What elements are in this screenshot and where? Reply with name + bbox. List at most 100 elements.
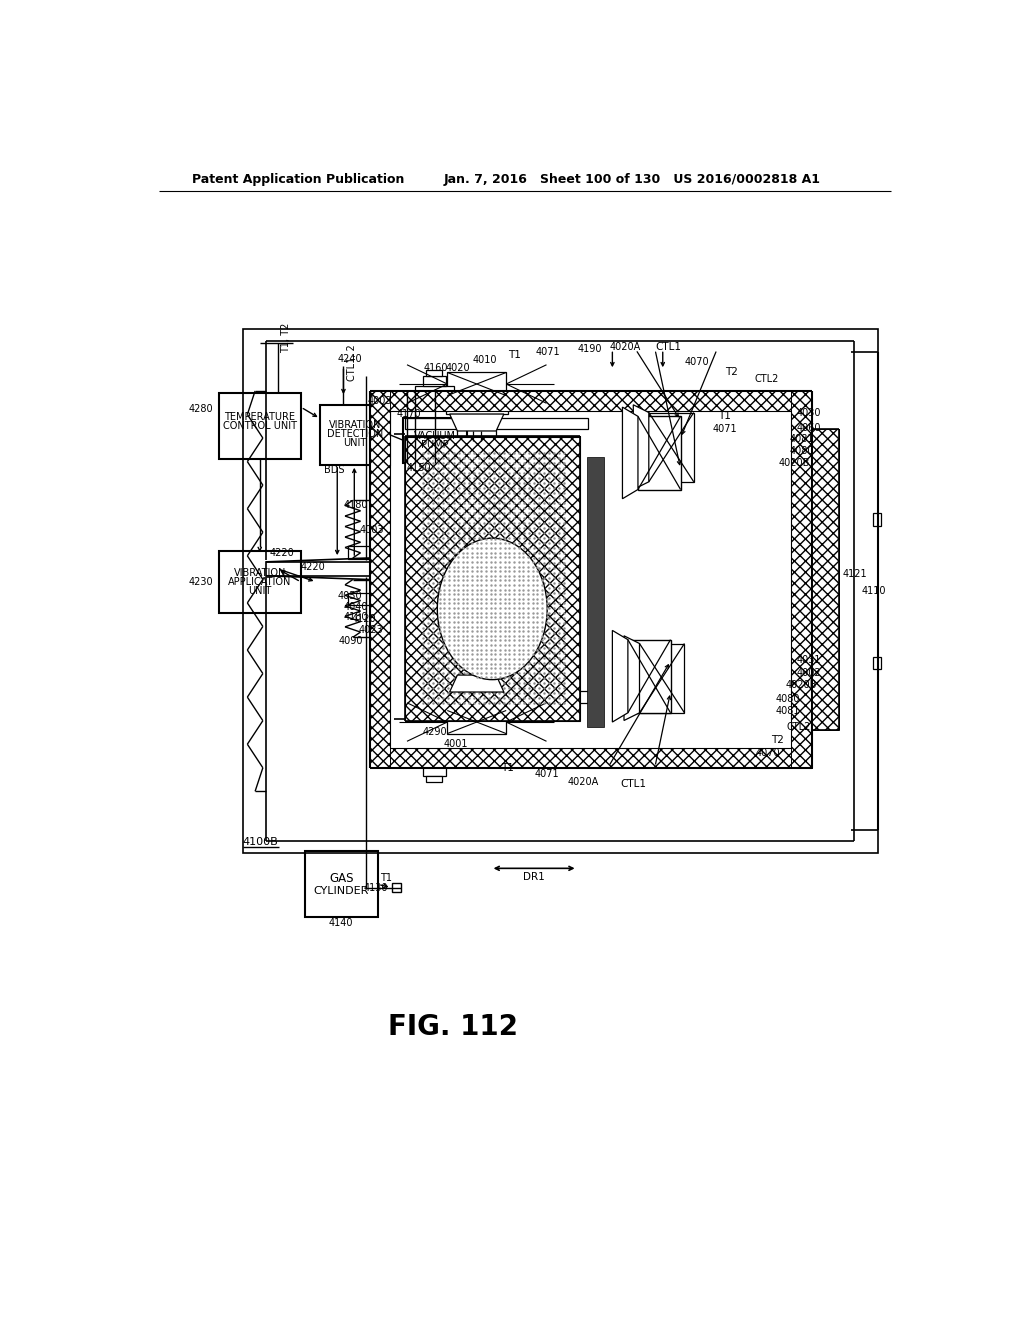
Text: 4190: 4190 (578, 345, 602, 354)
Text: 4020A: 4020A (567, 777, 599, 787)
Text: GAS: GAS (329, 871, 353, 884)
Polygon shape (624, 636, 640, 721)
Text: VIBRATION: VIBRATION (329, 420, 381, 430)
Text: T1: T1 (508, 350, 520, 360)
Text: UNIT: UNIT (248, 586, 271, 597)
Polygon shape (612, 631, 628, 722)
Text: T1: T1 (718, 412, 731, 421)
Polygon shape (587, 457, 604, 726)
Text: 4030: 4030 (797, 408, 821, 417)
Text: DETECTION: DETECTION (327, 429, 383, 440)
Bar (423, 376, 445, 385)
Text: FIG. 112: FIG. 112 (388, 1012, 518, 1041)
Text: T1, T2: T1, T2 (281, 322, 291, 352)
Text: 4150: 4150 (407, 463, 432, 473)
Bar (348, 546, 370, 558)
Text: 4060: 4060 (797, 422, 821, 433)
Text: 4110: 4110 (862, 586, 887, 597)
Bar (458, 429, 496, 441)
Text: CTL1: CTL1 (621, 779, 646, 789)
Text: DR1: DR1 (523, 871, 545, 882)
Bar (640, 644, 684, 713)
Bar (348, 593, 370, 605)
Text: 4050: 4050 (337, 591, 361, 601)
Text: 4180: 4180 (344, 500, 369, 510)
Text: 4070: 4070 (684, 358, 709, 367)
Polygon shape (370, 391, 390, 768)
Text: CTL1, 2: CTL1, 2 (346, 345, 356, 381)
Text: 4031: 4031 (797, 656, 821, 665)
Bar (243, 330, 879, 853)
Text: T2: T2 (725, 367, 737, 378)
Text: 4023: 4023 (359, 626, 384, 635)
Text: 4020B: 4020B (785, 680, 816, 690)
Polygon shape (812, 429, 839, 730)
Polygon shape (633, 405, 649, 490)
Bar (219, 393, 301, 459)
Text: T2: T2 (771, 735, 784, 744)
Polygon shape (450, 675, 504, 692)
Text: 4180: 4180 (344, 611, 369, 622)
Text: 4071: 4071 (535, 770, 559, 779)
Text: 4081: 4081 (790, 434, 814, 445)
Text: 4081: 4081 (775, 706, 800, 717)
Text: 4140: 4140 (329, 917, 353, 928)
Text: PUMP: PUMP (421, 440, 449, 450)
Text: 4020A: 4020A (610, 342, 641, 352)
Text: 4070: 4070 (756, 748, 780, 758)
Text: VIBRATION: VIBRATION (233, 568, 286, 578)
Text: CTL2: CTL2 (786, 722, 811, 731)
Bar (423, 767, 445, 776)
Text: 4290: 4290 (423, 727, 447, 737)
Bar (415, 385, 454, 393)
Bar (415, 759, 454, 767)
Text: 4280: 4280 (188, 404, 213, 413)
Polygon shape (370, 748, 812, 768)
Text: 4121: 4121 (843, 569, 867, 579)
Text: 4220: 4220 (301, 561, 326, 572)
Text: 4080: 4080 (790, 446, 814, 455)
Text: TEMPERATURE: TEMPERATURE (224, 412, 295, 422)
Polygon shape (623, 407, 638, 499)
Text: 4020B: 4020B (779, 458, 810, 467)
Text: 4230: 4230 (188, 577, 213, 587)
Text: Jan. 7, 2016   Sheet 100 of 130   US 2016/0002818 A1: Jan. 7, 2016 Sheet 100 of 130 US 2016/00… (443, 173, 820, 186)
Text: BDS: BDS (324, 465, 344, 475)
Ellipse shape (437, 539, 547, 680)
Text: CYLINDER: CYLINDER (313, 886, 369, 896)
Text: 4071: 4071 (713, 425, 737, 434)
Text: 4170: 4170 (396, 409, 421, 418)
Text: VACUUM: VACUUM (414, 432, 456, 441)
Text: 4240: 4240 (337, 354, 361, 363)
Polygon shape (450, 414, 504, 430)
Bar (406, 418, 588, 429)
Bar (638, 416, 681, 490)
Polygon shape (370, 391, 812, 411)
Text: 4010: 4010 (473, 355, 498, 366)
Bar (447, 372, 506, 396)
Bar (426, 776, 442, 781)
Bar (266, 562, 370, 576)
Text: T1: T1 (502, 763, 514, 774)
Text: 4040: 4040 (343, 602, 368, 612)
Text: CTL2: CTL2 (755, 375, 778, 384)
Bar (872, 513, 881, 525)
Bar (406, 692, 588, 702)
Bar (420, 450, 566, 706)
Bar (305, 851, 378, 917)
Bar (445, 397, 508, 414)
Text: 4020: 4020 (445, 363, 470, 372)
Bar (872, 656, 881, 669)
Text: CTL1: CTL1 (655, 342, 681, 352)
Text: T1: T1 (380, 874, 392, 883)
Polygon shape (406, 436, 580, 721)
Text: 4002: 4002 (797, 668, 821, 677)
Text: 4220: 4220 (270, 548, 295, 557)
Text: 4120: 4120 (351, 614, 376, 624)
Bar (403, 418, 467, 462)
Bar (321, 405, 390, 465)
Text: 4003: 4003 (359, 524, 384, 535)
Polygon shape (792, 391, 812, 768)
Text: 4100B: 4100B (243, 837, 279, 847)
Text: 4071: 4071 (536, 347, 560, 358)
